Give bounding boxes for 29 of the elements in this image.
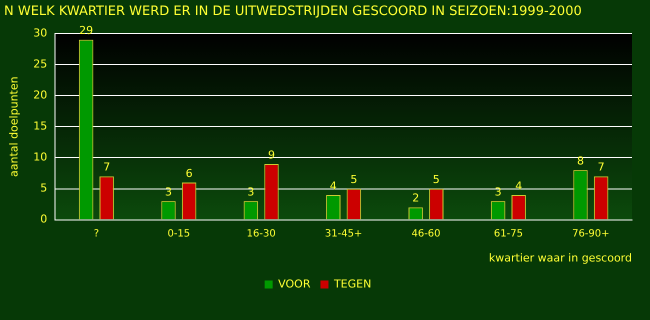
data-label: 8 (577, 154, 584, 168)
y-tick-label: 0 (40, 212, 48, 226)
x-tick-label: 61-75 (494, 228, 523, 240)
x-tick-label: 31-45+ (324, 228, 362, 240)
y-axis-title: aantal doelpunten (7, 76, 20, 177)
y-tick-label: 5 (40, 182, 48, 195)
data-label: 7 (103, 160, 110, 174)
data-label: 3 (247, 186, 254, 199)
legend-label: VOOR (278, 277, 311, 290)
x-tick-label: 16-30 (246, 228, 276, 240)
data-label: 7 (598, 160, 605, 174)
y-tick-label: 30 (33, 26, 48, 40)
data-label: 6 (186, 166, 193, 180)
y-tick-label: 20 (33, 88, 48, 102)
x-tick-label: 76-90+ (572, 228, 610, 240)
x-tick-label: 0-15 (167, 228, 190, 240)
x-axis-title: kwartier waar in gescoord (488, 251, 632, 264)
x-tick-label: ? (94, 228, 100, 240)
data-label: 3 (494, 186, 502, 199)
data-label: 2 (412, 192, 420, 205)
y-tick-label: 25 (33, 57, 48, 70)
data-label: 3 (165, 186, 172, 199)
data-label: 5 (350, 173, 358, 186)
legend-label: TEGEN (332, 277, 372, 290)
x-tick-label: 46-60 (411, 228, 441, 240)
y-tick-label: 10 (33, 150, 48, 164)
y-tick-label: 15 (33, 120, 48, 133)
data-label: 5 (432, 173, 440, 186)
chart-title: N WELK KWARTIER WERD ER IN DE UITWEDSTRIJDEN GESCOORD IN SEIZOEN:1999-2000 (4, 4, 582, 20)
